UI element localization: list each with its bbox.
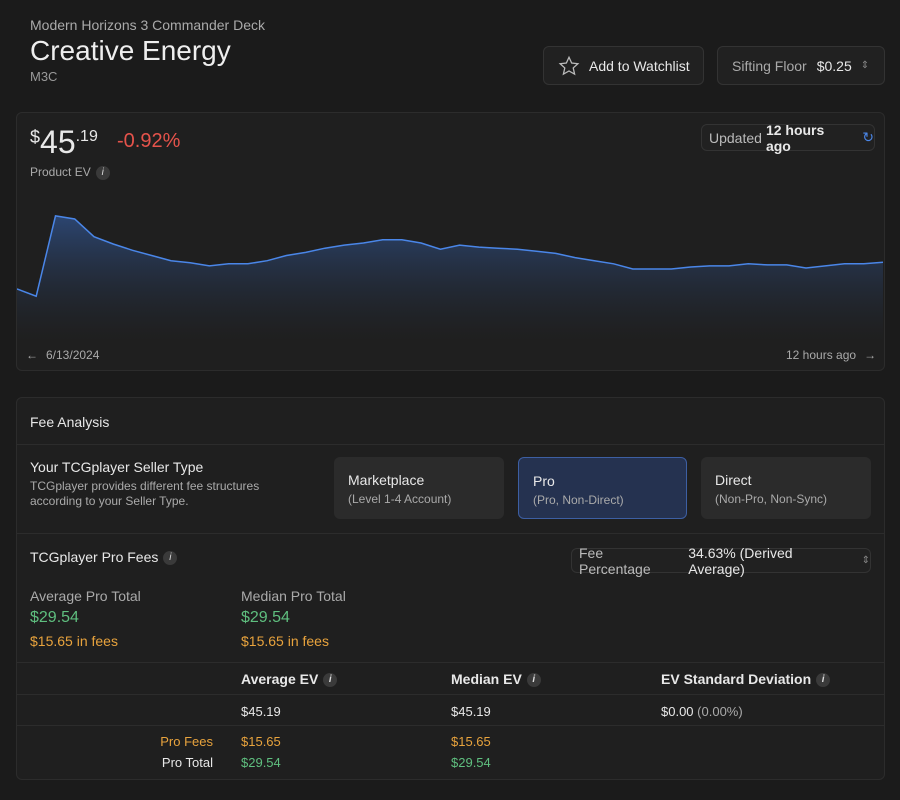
divider — [16, 725, 885, 726]
start-row: ← 6/13/2024 — [26, 348, 99, 362]
fee-card — [16, 397, 885, 780]
floor-value: $0.25 — [816, 57, 852, 74]
ev-label: Product EV — [30, 165, 91, 179]
refresh-icon[interactable]: ↻ — [862, 129, 874, 145]
seller-option[interactable]: Pro (Pro, Non-Direct) — [518, 457, 687, 519]
column-header: Average EV i — [241, 671, 338, 688]
floor-label: Sifting Floor — [732, 57, 807, 74]
header-text: EV Standard Deviation — [661, 671, 812, 687]
seller-title: Your TCGplayer Seller Type — [30, 459, 204, 475]
fee-row-label: Pro Fees — [160, 734, 213, 749]
right-arrow[interactable]: → — [864, 348, 877, 362]
set-code: M3C — [30, 69, 58, 84]
option-detail: (Non-Pro, Non-Sync) — [715, 492, 828, 506]
std-pct: (0.00%) — [697, 704, 743, 719]
divider — [16, 444, 885, 445]
set-name: Modern Horizons 3 Commander Deck — [30, 17, 265, 33]
median-ev: $45.19 — [451, 704, 491, 719]
start-date: 6/13/2024 — [46, 348, 100, 362]
option-name: Pro — [533, 473, 555, 489]
chevrons: ⇕ — [861, 555, 870, 566]
std-value: $0.00 — [661, 704, 694, 719]
info-icon[interactable]: i — [526, 673, 541, 688]
median-fees: $15.65 in fees — [241, 633, 329, 649]
divider — [16, 662, 885, 663]
updated-prefix: Updated — [709, 129, 762, 146]
option-name: Direct — [715, 472, 752, 488]
median-total: $29.54 — [241, 609, 290, 626]
header-text: Average EV — [241, 671, 319, 687]
header-text: Median EV — [451, 671, 522, 687]
divider — [16, 533, 885, 534]
end-label: 12 hours ago — [786, 348, 857, 362]
star-icon — [558, 55, 580, 75]
product-title: Creative Energy — [30, 35, 231, 66]
avg-label: Average Pro Total — [30, 588, 141, 604]
total-row-label: Pro Total — [161, 755, 213, 770]
fee-value: 34.63% (Derived Average) — [688, 544, 793, 577]
watchlist-label: Add to Watchlist — [589, 57, 690, 74]
left-arrow[interactable]: ← — [26, 348, 38, 362]
floor-select[interactable]: Sifting Floor $0.25 ⇕ — [717, 46, 885, 85]
avg-total: $29.54 — [30, 609, 79, 626]
pro-row: TCGplayer Pro Fees i — [30, 549, 178, 566]
seller-option[interactable]: Marketplace (Level 1-4 Account) — [334, 457, 504, 519]
info-icon[interactable]: i — [323, 673, 338, 688]
area — [17, 215, 883, 341]
ev-label-row: Product EV i — [30, 165, 110, 180]
price-cents: .19 — [75, 128, 98, 145]
column-header: EV Standard Deviation i — [661, 671, 831, 688]
median-label: Median Pro Total — [241, 588, 346, 604]
watchlist-button[interactable]: Add to Watchlist — [543, 46, 704, 85]
info-icon[interactable]: i — [816, 673, 831, 688]
price-change: -0.92% — [117, 130, 181, 152]
updated-pill: Updated 12 hours ago ↻ — [701, 121, 875, 154]
fee-title: Fee Analysis — [30, 414, 110, 430]
info-icon[interactable]: i — [95, 165, 110, 180]
divider — [16, 694, 885, 695]
total-cell: $29.54 — [451, 755, 491, 770]
option-detail: (Level 1-4 Account) — [348, 492, 452, 506]
fee-select[interactable]: Fee Percentage 34.63% (Derived Average) ⇕ — [571, 545, 871, 577]
line — [17, 215, 884, 298]
chevrons: ⇕ — [860, 60, 870, 71]
info-icon[interactable]: i — [163, 551, 178, 566]
seller-option[interactable]: Direct (Non-Pro, Non-Sync) — [701, 457, 871, 519]
seller-desc: TCGplayer provides different fee structu… — [30, 479, 260, 508]
ev-chart — [17, 215, 884, 341]
currency: $ — [30, 127, 41, 147]
column-header: Median EV i — [451, 671, 541, 688]
pro-title: TCGplayer Pro Fees — [30, 549, 159, 565]
fee-cell: $15.65 — [241, 734, 281, 749]
std-dev: $0.00 (0.00%) — [661, 704, 743, 719]
price-whole: 45 — [40, 124, 76, 160]
end-row: 12 hours ago → — [786, 348, 876, 362]
price: $45.19 — [30, 124, 98, 161]
option-name: Marketplace — [348, 472, 425, 488]
avg-fees: $15.65 in fees — [30, 633, 118, 649]
fee-label: Fee Percentage — [579, 544, 651, 577]
total-cell: $29.54 — [241, 755, 281, 770]
updated-value: 12 hours ago — [765, 121, 825, 154]
fee-cell: $15.65 — [451, 734, 491, 749]
avg-ev: $45.19 — [241, 704, 281, 719]
option-detail: (Pro, Non-Direct) — [533, 493, 624, 507]
